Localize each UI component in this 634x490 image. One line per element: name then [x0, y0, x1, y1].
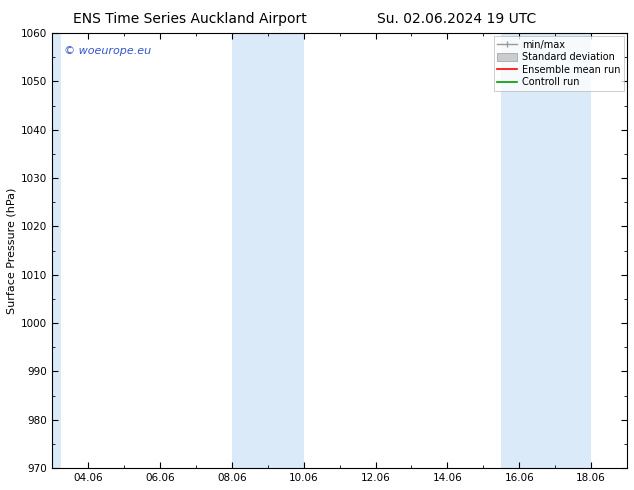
Bar	[232, 33, 304, 468]
Bar	[52, 33, 61, 468]
Legend: min/max, Standard deviation, Ensemble mean run, Controll run: min/max, Standard deviation, Ensemble me…	[493, 36, 624, 91]
Y-axis label: Surface Pressure (hPa): Surface Pressure (hPa)	[7, 187, 17, 314]
Text: © woeurope.eu: © woeurope.eu	[64, 46, 151, 56]
Text: Su. 02.06.2024 19 UTC: Su. 02.06.2024 19 UTC	[377, 12, 536, 26]
Bar	[501, 33, 591, 468]
Text: ENS Time Series Auckland Airport: ENS Time Series Auckland Airport	[74, 12, 307, 26]
